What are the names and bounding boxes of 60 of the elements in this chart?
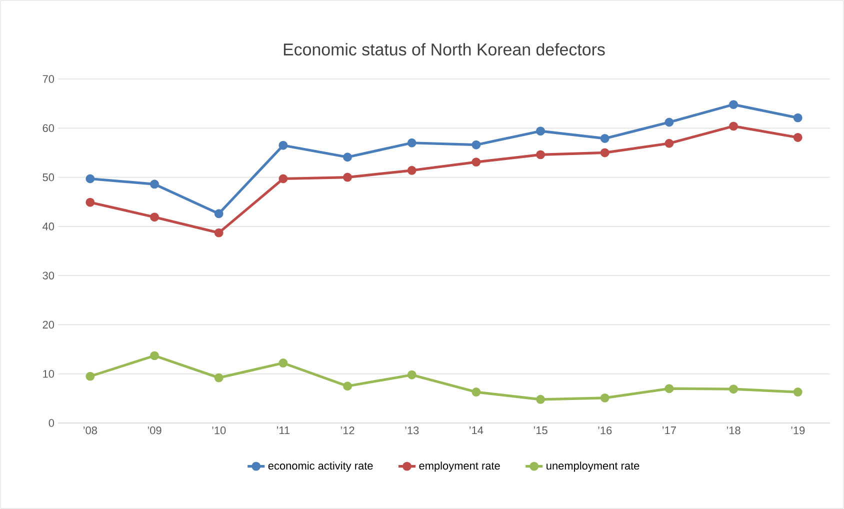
point xyxy=(664,384,674,394)
y-tick-label: 10 xyxy=(43,370,54,378)
y-tick-label: 60 xyxy=(42,124,54,132)
point xyxy=(600,134,610,143)
point xyxy=(793,132,802,142)
chart-title: Economic status of North Korean defectors xyxy=(284,43,605,56)
point xyxy=(86,174,95,184)
point xyxy=(472,140,481,150)
x-tick-label: ’15 xyxy=(534,426,548,434)
point xyxy=(729,122,738,131)
x-tick-label: ’10 xyxy=(212,426,226,434)
point xyxy=(150,212,159,222)
point xyxy=(278,174,288,184)
point xyxy=(472,388,481,397)
point xyxy=(150,351,159,360)
point xyxy=(407,166,416,175)
y-tick-label: 50 xyxy=(42,173,54,182)
point xyxy=(278,140,288,150)
y-tick-label: 30 xyxy=(42,272,54,280)
point xyxy=(150,180,159,189)
point xyxy=(664,118,674,127)
point xyxy=(214,373,224,382)
y-tick-label: 0 xyxy=(48,419,54,427)
point xyxy=(793,113,802,122)
y-tick-label: 20 xyxy=(42,320,54,329)
point xyxy=(343,152,352,162)
x-tick-label: ’17 xyxy=(662,426,676,434)
point xyxy=(729,100,738,110)
x-tick-label: ’11 xyxy=(276,426,290,434)
x-tick-label: ’09 xyxy=(148,426,162,434)
y-tick-label: 70 xyxy=(42,75,54,83)
point xyxy=(343,172,352,182)
x-tick-label: ’12 xyxy=(340,426,354,434)
x-tick-label: ’19 xyxy=(791,426,805,434)
point xyxy=(536,150,545,160)
point xyxy=(86,198,95,207)
legend-label: economic activity rate xyxy=(268,462,373,472)
legend-label: unemployment rate xyxy=(546,462,640,472)
x-tick-label: ’18 xyxy=(726,426,740,434)
point xyxy=(536,394,545,404)
legend-label: employment rate xyxy=(419,462,500,472)
point xyxy=(343,382,352,391)
point xyxy=(214,228,224,238)
x-tick-label: ’16 xyxy=(598,426,612,434)
point xyxy=(793,388,802,397)
point xyxy=(664,138,674,148)
y-tick-label: 40 xyxy=(42,222,54,230)
point xyxy=(600,148,610,158)
x-tick-label: ’08 xyxy=(84,426,97,434)
point xyxy=(407,370,416,380)
point xyxy=(729,384,738,394)
point xyxy=(278,358,288,368)
point xyxy=(536,126,545,136)
point xyxy=(407,138,416,148)
point xyxy=(472,158,481,167)
point xyxy=(600,393,610,402)
point xyxy=(86,372,95,381)
x-tick-label: ’14 xyxy=(470,426,484,434)
point xyxy=(214,209,224,218)
x-tick-label: ’13 xyxy=(405,426,419,434)
